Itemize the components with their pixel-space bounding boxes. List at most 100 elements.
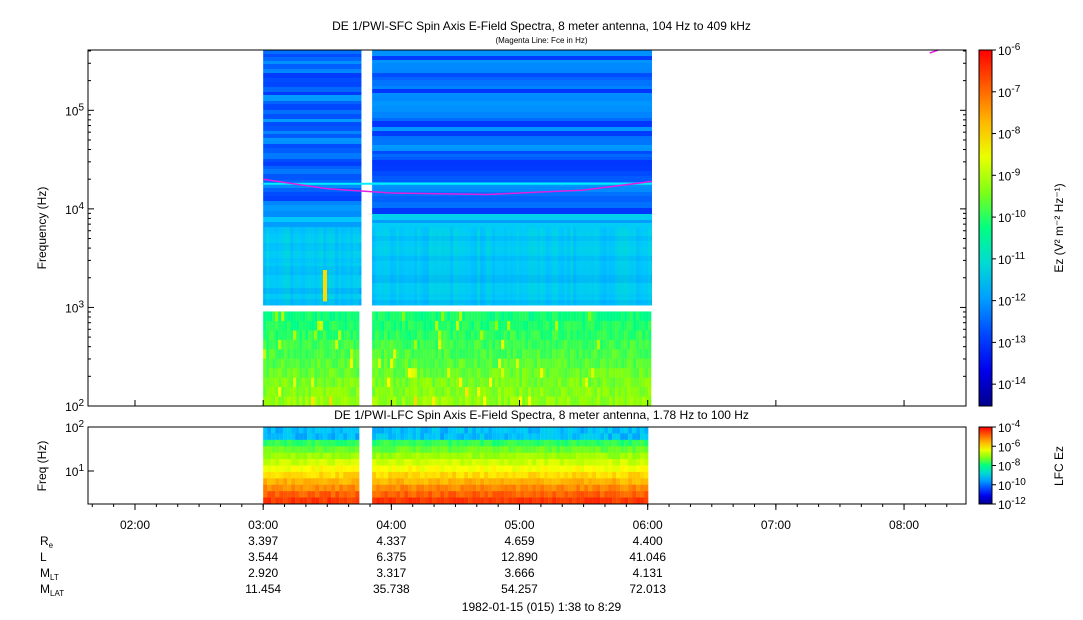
sfc-cell	[447, 320, 451, 331]
lfc-cell	[283, 439, 288, 447]
sfc-cell	[390, 387, 394, 398]
sfc-cell	[417, 377, 421, 388]
sfc-cell	[341, 311, 345, 322]
sfc-cell	[399, 387, 403, 398]
sfc-cell	[402, 339, 406, 350]
sfc-cell	[417, 396, 421, 407]
sfc-band	[263, 78, 362, 82]
sfc-cell	[534, 339, 538, 350]
lfc-cell	[560, 491, 565, 499]
lfc-cell	[432, 478, 437, 486]
sfc-cell	[477, 311, 481, 322]
sfc-cell	[402, 377, 406, 388]
sfc-cell	[531, 330, 535, 341]
sfc-cell	[293, 320, 297, 331]
sfc-cell	[633, 320, 637, 331]
sfc-cell	[558, 349, 562, 360]
sfc-ytick-label: 102	[65, 398, 84, 414]
lfc-cell	[584, 465, 589, 473]
lfc-cell	[616, 439, 621, 447]
lfc-cell	[331, 484, 336, 492]
lfc-cell	[596, 459, 601, 466]
lfc-cell	[432, 491, 437, 499]
lfc-cell	[600, 459, 605, 466]
sfc-cell	[287, 377, 291, 388]
lfc-cell	[355, 484, 360, 492]
lfc-cell	[512, 427, 517, 434]
lfc-cell	[624, 478, 629, 486]
ephemeris-value: 6.375	[376, 550, 406, 564]
sfc-cell	[531, 377, 535, 388]
sfc-cell	[525, 349, 529, 360]
lfc-cell	[480, 484, 485, 492]
sfc-cell	[486, 349, 490, 360]
lfc-cell	[396, 471, 401, 479]
sfc-cell	[528, 387, 532, 398]
sfc-cell	[347, 396, 351, 407]
sfc-cell	[311, 311, 315, 322]
lfc-cell	[452, 433, 457, 441]
sfc-cell	[435, 311, 439, 322]
sfc-cell	[320, 368, 324, 379]
lfc-cell	[488, 465, 493, 473]
sfc-cell	[564, 396, 568, 407]
lfc-cell	[279, 433, 284, 441]
lfc-cell	[404, 471, 409, 479]
sfc-cell	[642, 349, 646, 360]
sfc-cell	[399, 227, 403, 306]
lfc-cell	[608, 446, 613, 454]
sfc-cell	[335, 387, 339, 398]
lfc-cell	[323, 484, 328, 492]
sfc-cell	[329, 349, 333, 360]
lfc-cell	[532, 491, 537, 499]
lfc-cell	[335, 446, 340, 454]
lfc-cell	[388, 427, 393, 434]
ephemeris-value: 4.337	[376, 534, 406, 548]
lfc-cell	[616, 459, 621, 466]
sfc-cell	[573, 377, 577, 388]
lfc-cell	[548, 459, 553, 466]
lfc-cell	[307, 459, 312, 466]
sfc-band	[263, 162, 362, 166]
lfc-cell	[404, 478, 409, 486]
lfc-cell	[452, 439, 457, 447]
sfc-cell	[408, 368, 412, 379]
lfc-cell	[612, 459, 617, 466]
sfc-cell	[278, 227, 282, 306]
sfc-cell	[618, 320, 622, 331]
sfc-cell	[338, 320, 342, 331]
sfc-cell	[648, 227, 652, 306]
sfc-cell	[390, 377, 394, 388]
sfc-cell	[387, 368, 391, 379]
sfc-cell	[585, 311, 589, 322]
sfc-cell	[444, 320, 448, 331]
lfc-cell	[564, 433, 569, 441]
lfc-cell	[279, 478, 284, 486]
sfc-cell	[516, 377, 520, 388]
ephemeris-value: 4.400	[633, 534, 663, 548]
sfc-band	[372, 136, 652, 139]
sfc-cell	[438, 368, 442, 379]
sfc-cell	[468, 227, 472, 306]
lfc-cell	[283, 465, 288, 473]
lfc-cell	[528, 471, 533, 479]
lfc-cell	[339, 484, 344, 492]
lfc-cell	[548, 478, 553, 486]
lfc-cell	[636, 497, 641, 505]
sfc-cell	[570, 320, 574, 331]
lfc-cell	[460, 446, 465, 454]
sfc-colorbar	[978, 49, 993, 407]
sfc-cell	[423, 387, 427, 398]
lfc-cell	[500, 433, 505, 441]
sfc-cell	[516, 358, 520, 369]
sfc-cell	[435, 387, 439, 398]
sfc-cell	[447, 358, 451, 369]
sfc-cell	[438, 320, 442, 331]
lfc-cell	[484, 484, 489, 492]
sfc-cell	[275, 330, 279, 341]
sfc-cell	[510, 227, 514, 306]
sfc-cell	[420, 320, 424, 331]
sfc-cell	[471, 396, 475, 407]
sfc-cell	[438, 396, 442, 407]
sfc-cell	[347, 368, 351, 379]
